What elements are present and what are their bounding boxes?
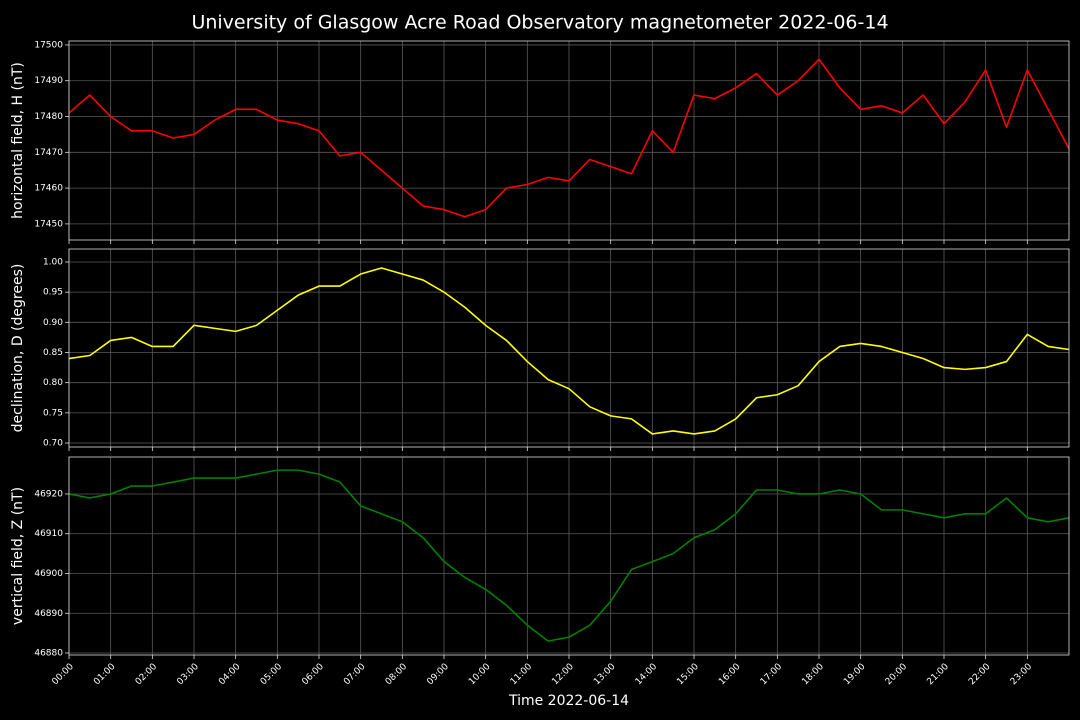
x-tick-label: 12:00: [550, 662, 576, 688]
y-tick-label: 46900: [34, 569, 63, 579]
x-tick-label: 01:00: [92, 662, 118, 688]
y-tick-label: 17460: [34, 184, 63, 194]
y-tick-label: 46880: [34, 649, 63, 659]
y-tick-label: 17480: [34, 112, 63, 122]
x-tick-label: 14:00: [634, 662, 660, 688]
y-tick-label: 46890: [34, 609, 63, 619]
y-tick-label: 0.95: [43, 288, 63, 298]
data-line: [68, 58, 1070, 218]
figure-title: University of Glasgow Acre Road Observat…: [191, 12, 888, 34]
y-axis-label: vertical field, Z (nT): [10, 487, 26, 625]
x-tick-label: 04:00: [217, 662, 243, 688]
x-tick-label: 19:00: [842, 662, 868, 688]
y-tick-label: 0.80: [43, 378, 63, 388]
axes-frame: [68, 248, 1070, 448]
x-tick-label: 03:00: [175, 662, 201, 688]
y-tick-label: 46910: [34, 529, 63, 539]
x-tick-label: 17:00: [759, 662, 785, 688]
x-tick-label: 07:00: [342, 662, 368, 688]
x-tick-label: 09:00: [425, 662, 451, 688]
x-tick-label: 00:00: [50, 662, 76, 688]
y-axis-label: declination, D (degrees): [10, 264, 26, 433]
y-tick-label: 17500: [34, 40, 63, 50]
x-tick-label: 22:00: [967, 662, 993, 688]
x-tick-label: 15:00: [675, 662, 701, 688]
x-tick-label: 11:00: [509, 662, 535, 688]
axes-frame: [68, 40, 1070, 241]
y-tick-label: 1.00: [43, 257, 63, 267]
y-tick-label: 17470: [34, 148, 63, 158]
y-tick-label: 0.70: [43, 439, 63, 449]
x-tick-label: 08:00: [384, 662, 410, 688]
x-tick-label: 21:00: [925, 662, 951, 688]
x-tick-label: 20:00: [884, 662, 910, 688]
x-tick-label: 23:00: [1009, 662, 1035, 688]
data-line: [68, 469, 1070, 642]
y-tick-label: 46920: [34, 489, 63, 499]
x-tick-label: 16:00: [717, 662, 743, 688]
y-tick-label: 17490: [34, 76, 63, 86]
x-axis-label: Time 2022-06-14: [508, 693, 629, 709]
axes-frame: [68, 456, 1070, 656]
data-line: [68, 267, 1070, 435]
y-tick-label: 0.90: [43, 318, 63, 328]
y-axis-label: horizontal field, H (nT): [10, 62, 26, 219]
y-tick-label: 0.75: [43, 408, 63, 418]
y-tick-label: 0.85: [43, 348, 63, 358]
x-tick-label: 18:00: [800, 662, 826, 688]
x-tick-label: 05:00: [259, 662, 285, 688]
x-tick-label: 02:00: [134, 662, 160, 688]
x-tick-label: 10:00: [467, 662, 493, 688]
y-tick-label: 17450: [34, 219, 63, 229]
x-tick-label: 06:00: [300, 662, 326, 688]
x-tick-label: 13:00: [592, 662, 618, 688]
